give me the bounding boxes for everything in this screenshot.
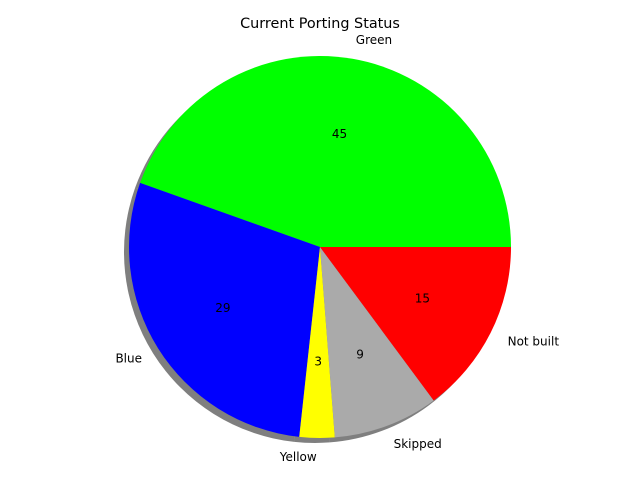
pie-slices xyxy=(128,55,511,438)
pie-value-label-yellow: 3 xyxy=(314,355,322,369)
pie-category-label-green: Green xyxy=(356,33,392,47)
pie-slice-yellow xyxy=(299,247,335,438)
pie-slice-green xyxy=(140,55,511,248)
pie-category-label-blue: Blue xyxy=(115,352,142,366)
pie-slice-skipped xyxy=(320,247,434,438)
pie-category-labels: Green Blue Yellow Skipped Not built xyxy=(115,33,559,464)
pie-category-label-yellow: Yellow xyxy=(279,450,317,464)
pie-category-label-not-built: Not built xyxy=(508,335,560,349)
pie-category-label-skipped: Skipped xyxy=(394,437,442,451)
pie-slice-not-built xyxy=(320,247,511,401)
pie-value-label-green: 45 xyxy=(332,127,347,141)
pie-value-label-blue: 29 xyxy=(215,301,230,315)
pie-value-label-not-built: 15 xyxy=(415,292,430,306)
pie-value-label-skipped: 9 xyxy=(356,347,364,361)
pie-slice-blue xyxy=(128,182,320,437)
chart-title: Current Porting Status xyxy=(240,16,400,32)
pie-value-labels: 45 29 3 9 15 xyxy=(215,127,430,369)
